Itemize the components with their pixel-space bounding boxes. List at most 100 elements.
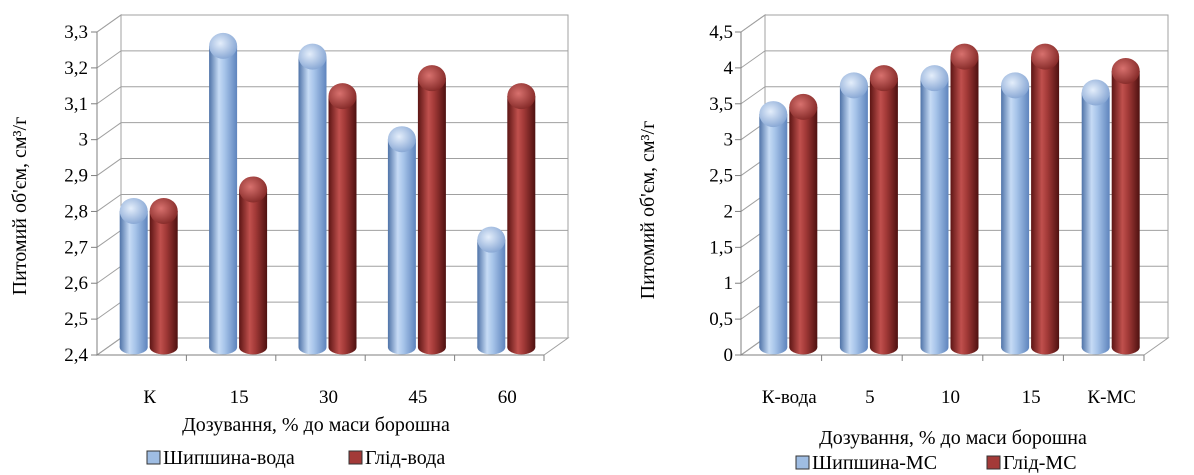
- bar-series2: [950, 43, 979, 355]
- bar-series1: [839, 72, 868, 355]
- bar-body: [789, 106, 818, 348]
- bar-cap: [1001, 72, 1030, 99]
- bar-body: [387, 139, 416, 348]
- y-tick-label: 3,3: [64, 22, 88, 43]
- legend-left: Шипшина-вода Глід-вода: [146, 447, 445, 469]
- bar-cap: [298, 43, 327, 70]
- bar-base: [387, 340, 416, 355]
- bar-cap: [869, 65, 898, 92]
- y-tick-label: 2: [724, 201, 734, 222]
- x-tick-label: К-вода: [762, 387, 817, 408]
- x-axis-title-right: Дозування, % до маси борошна: [819, 427, 1087, 449]
- x-axis-title-left: Дозування, % до маси борошна: [182, 414, 450, 436]
- bar-base: [239, 340, 268, 355]
- bar-body: [759, 114, 788, 348]
- x-ticks-left: К 15 30 45 60: [143, 355, 545, 408]
- bar-series1: [1001, 72, 1030, 355]
- bar-cap: [328, 83, 357, 110]
- bar-base: [149, 340, 178, 355]
- legend-swatch-glid-ms: [986, 455, 1001, 470]
- bar-base: [920, 340, 949, 355]
- bar-base: [417, 340, 446, 355]
- chart-right: 0 0,5 1 1,5 2 2,5 3 3,5 4 4,5 К-вода 5 10 15 К-МС Пит…: [637, 14, 1170, 474]
- bar-series2: [789, 93, 818, 355]
- bar-base: [477, 340, 506, 355]
- y-tick-label: 2,7: [64, 237, 88, 258]
- y-tick-label: 3: [724, 130, 734, 151]
- bar-series2: [239, 176, 268, 355]
- y-axis-title-left: Питомий об'єм, см³/г: [9, 117, 31, 296]
- legend-label-glid-voda: Глід-вода: [365, 447, 445, 469]
- y-tick-label: 2,5: [709, 166, 733, 187]
- bar-base: [119, 340, 148, 355]
- chart-left: 2,4 2,5 2,6 2,7 2,8 2,9 3 3,1 3,2 3,3 К 15 30 45 60 П…: [9, 14, 570, 469]
- bar-body: [239, 189, 268, 348]
- bar-series2: [869, 65, 898, 355]
- bar-cap: [209, 32, 238, 59]
- bar-series1: [119, 197, 148, 355]
- bar-cap: [387, 126, 416, 153]
- side-wall: [96, 14, 122, 356]
- y-ticks-right: 0 0,5 1 1,5 2 2,5 3 3,5 4 4,5: [709, 22, 1144, 366]
- y-tick-label: 2,6: [64, 273, 88, 294]
- bar-cap: [149, 197, 178, 224]
- bar-cap: [477, 226, 506, 253]
- y-tick-label: 1: [724, 273, 734, 294]
- bar-body: [1031, 56, 1060, 348]
- x-tick-label: 45: [408, 387, 427, 408]
- x-tick-label: 60: [498, 387, 517, 408]
- bar-base: [298, 340, 327, 355]
- y-tick-label: 4: [724, 58, 734, 79]
- y-ticks-left: 2,4 2,5 2,6 2,7 2,8 2,9 3 3,1 3,2 3,3: [64, 22, 544, 366]
- y-tick-label: 0,5: [709, 309, 733, 330]
- bar-body: [298, 56, 327, 348]
- gridline: [740, 14, 1168, 33]
- bar-cap: [1031, 43, 1060, 70]
- bar-cap: [417, 65, 446, 92]
- bar-body: [1111, 71, 1140, 348]
- bar-base: [789, 340, 818, 355]
- bar-body: [1001, 85, 1030, 348]
- y-tick-label: 2,9: [64, 166, 88, 187]
- bar-base: [1001, 340, 1030, 355]
- x-tick-label: 15: [1022, 387, 1041, 408]
- legend-swatch-glid-voda: [348, 450, 363, 465]
- bar-body: [328, 96, 357, 348]
- bar-base: [507, 340, 536, 355]
- legend-label-glid-ms: Глід-МС: [1003, 452, 1077, 474]
- bar-series2: [328, 83, 357, 355]
- bar-cap: [950, 43, 979, 70]
- legend-swatch-shipshyna-ms: [795, 455, 810, 470]
- bar-body: [869, 78, 898, 348]
- x-tick-label: 15: [230, 387, 249, 408]
- gridline: [96, 50, 568, 69]
- y-tick-label: 3,1: [64, 94, 88, 115]
- bar-cap: [759, 101, 788, 128]
- bar-body: [209, 45, 238, 348]
- bar-series2: [507, 83, 536, 355]
- bar-base: [1081, 340, 1110, 355]
- x-ticks-right: К-вода 5 10 15 К-МС: [762, 355, 1145, 408]
- bars-left: [119, 32, 536, 355]
- bar-base: [839, 340, 868, 355]
- x-tick-label: К: [143, 387, 156, 408]
- bar-series1: [298, 43, 327, 355]
- y-tick-label: 2,5: [64, 309, 88, 330]
- bar-cap: [839, 72, 868, 99]
- bar-body: [149, 210, 178, 348]
- legend-label-shipshyna-voda: Шипшина-вода: [163, 447, 295, 469]
- x-tick-label: 5: [865, 387, 875, 408]
- bars-right: [759, 43, 1140, 355]
- bar-base: [1031, 340, 1060, 355]
- bar-body: [839, 85, 868, 348]
- bar-body: [477, 239, 506, 348]
- bar-cap: [119, 197, 148, 224]
- bar-series2: [149, 197, 178, 355]
- y-tick-label: 4,5: [709, 22, 733, 43]
- bar-base: [869, 340, 898, 355]
- bar-body: [950, 56, 979, 348]
- y-tick-label: 2,4: [64, 345, 88, 366]
- y-axis-title-right: Питомий об'єм, см³/г: [637, 121, 659, 300]
- y-tick-label: 3,2: [64, 58, 88, 79]
